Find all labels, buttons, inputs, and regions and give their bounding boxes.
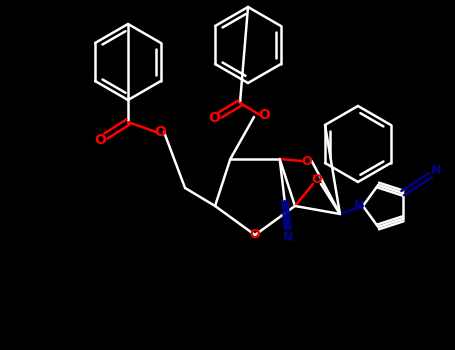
Text: O: O bbox=[94, 133, 106, 147]
Text: O: O bbox=[258, 108, 270, 122]
Text: O: O bbox=[208, 111, 220, 125]
Text: O: O bbox=[312, 174, 322, 187]
Text: O: O bbox=[250, 229, 260, 241]
Text: O: O bbox=[301, 154, 312, 168]
Text: N: N bbox=[354, 199, 364, 212]
Text: O: O bbox=[154, 125, 166, 139]
Text: N: N bbox=[283, 231, 293, 244]
Text: N: N bbox=[430, 163, 441, 176]
